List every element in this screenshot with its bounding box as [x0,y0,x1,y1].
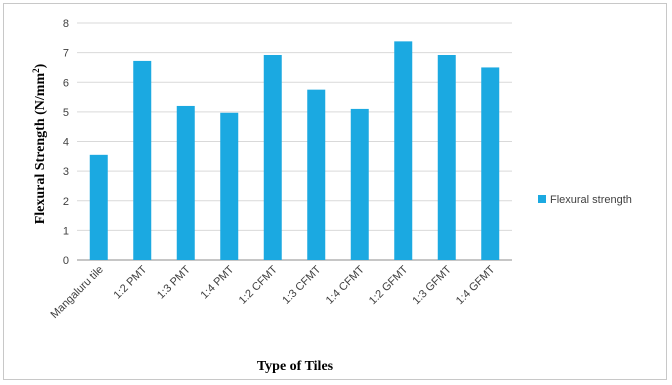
y-axis-label: Flexural Strength (N/mm2) [31,63,48,224]
x-tick-label: 1:4 GFMT [454,263,498,307]
bar [481,67,500,260]
bar [133,60,152,260]
x-tick-label: 1:3 GFMT [410,263,454,307]
x-tick-label: 1:4 CFMT [324,263,367,306]
chart-frame [3,3,667,380]
y-tick-label: 2 [63,196,69,208]
x-tick-label: 1:2 GFMT [367,263,411,307]
x-axis-ticks: Mangaluru tile 1:2 PMT 1:3 PMT 1:4 PMT 1:2 C… [49,263,498,321]
y-tick-label: 6 [63,77,69,89]
x-tick-label: 1:3 CFMT [280,263,323,306]
bars [89,41,500,261]
x-tick-label: Mangaluru tile [49,264,106,321]
legend-label: Flexural strength [550,194,632,206]
y-tick-label: 8 [63,18,69,30]
x-tick-label: 1:2 CFMT [237,263,280,306]
x-tick-label: 1:4 PMT [198,263,236,301]
bar [350,108,369,260]
y-tick-label: 1 [63,225,69,237]
legend: Flexural strength [538,194,632,206]
y-axis-ticks: 0 1 2 3 4 5 6 7 8 [63,18,69,267]
bar [394,41,413,261]
legend-swatch [538,195,546,203]
x-tick-label: 1:3 PMT [155,263,193,301]
bar [437,54,456,261]
x-axis-label: Type of Tiles [257,359,334,374]
y-tick-label: 7 [63,48,69,60]
y-tick-label: 0 [63,255,69,267]
bar [89,154,108,260]
bar [307,89,326,260]
x-tick-label: 1:2 PMT [111,263,149,301]
y-tick-label: 5 [63,107,69,119]
bar [263,54,282,261]
y-tick-label: 3 [63,166,69,178]
bar [220,112,239,260]
y-tick-label: 4 [63,137,69,149]
bar [176,105,195,260]
